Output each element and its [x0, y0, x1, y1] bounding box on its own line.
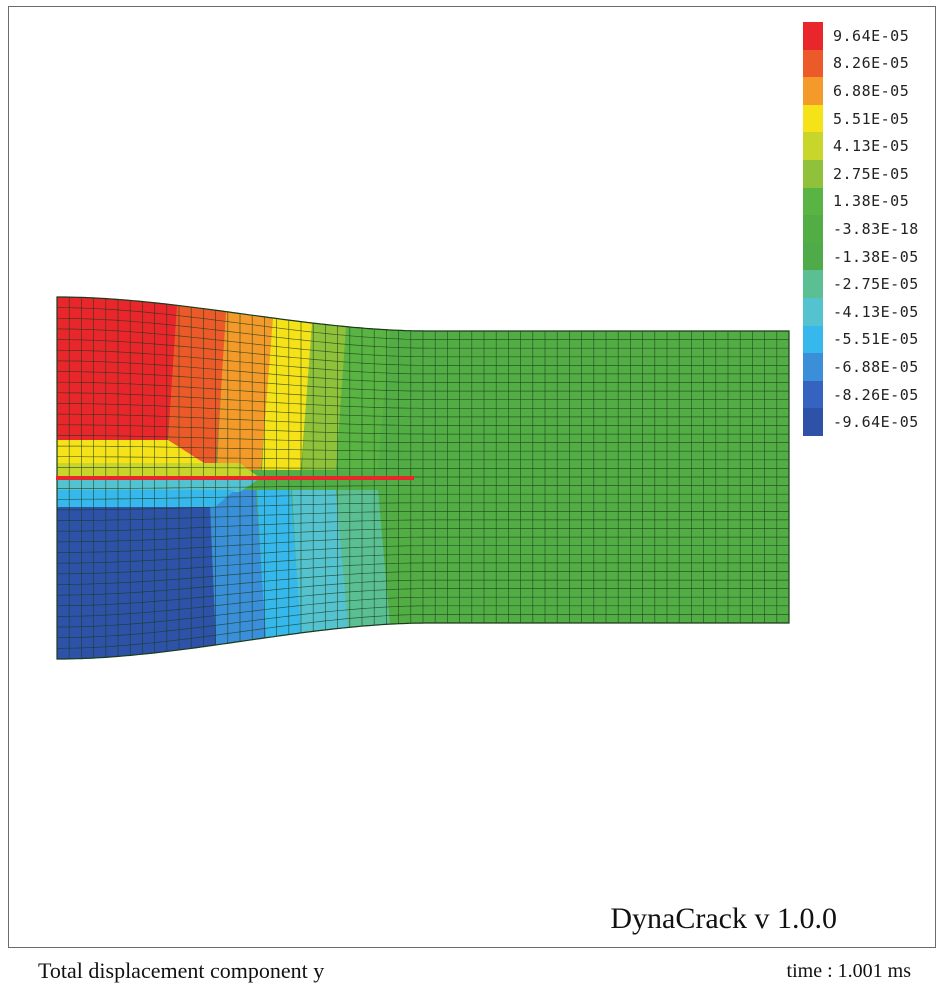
mesh-row-line	[57, 511, 789, 521]
mesh-row-line	[57, 553, 789, 575]
mesh-row-line	[56, 614, 789, 649]
displacement-plot	[56, 296, 790, 660]
legend-entry: 2.75E-05	[803, 159, 919, 188]
legend-label: 5.51E-05	[833, 109, 910, 128]
legend-label: 4.13E-05	[833, 137, 910, 156]
band-neg-4	[207, 490, 266, 646]
mesh-row-line	[57, 403, 789, 418]
legend-swatch	[803, 159, 823, 188]
mesh-row-line	[57, 339, 789, 366]
legend-entry: -3.83E-18	[803, 215, 919, 243]
legend-swatch	[803, 77, 823, 105]
legend-label: -6.88E-05	[833, 357, 919, 376]
mesh-row-line	[57, 456, 789, 461]
mesh-row-line	[57, 424, 789, 435]
legend-swatch	[803, 242, 823, 271]
legend-label: 1.38E-05	[833, 192, 910, 211]
mesh-row-line	[56, 349, 789, 375]
mesh-outline	[56, 296, 790, 660]
mesh-row-line	[57, 371, 789, 392]
legend-swatch	[803, 104, 823, 133]
band-neg-3	[257, 490, 301, 638]
legend-entry: 6.88E-05	[803, 77, 919, 105]
legend-swatch	[803, 22, 823, 50]
band-pos-strip-2	[57, 463, 260, 478]
mesh-row-line	[57, 562, 789, 585]
band-neg-1	[337, 490, 390, 628]
mesh-row-line	[57, 435, 789, 443]
mesh-row-line	[57, 519, 789, 532]
legend-swatch	[803, 380, 823, 409]
mesh-row-line	[57, 392, 789, 409]
legend-entry: 8.26E-05	[803, 49, 919, 78]
mesh-row-line	[57, 545, 789, 564]
mesh-row-line	[57, 493, 789, 500]
legend-entry: -8.26E-05	[803, 380, 919, 409]
legend-entry: 9.64E-05	[803, 22, 919, 50]
mesh-row-line	[57, 360, 789, 383]
legend-entry: 1.38E-05	[803, 187, 919, 216]
band-neg-2	[292, 490, 348, 634]
time-readout: time : 1.001 ms	[786, 960, 911, 982]
legend-swatch	[803, 132, 823, 160]
legend-entry: -2.75E-05	[803, 270, 919, 298]
legend-swatch	[803, 187, 823, 216]
legend-swatch	[803, 215, 823, 243]
legend-swatch	[803, 408, 823, 436]
mesh-row-line	[57, 571, 789, 596]
legend-entry: -1.38E-05	[803, 242, 919, 271]
legend-swatch	[803, 353, 823, 381]
mesh-row-line	[56, 596, 789, 628]
legend-label: -2.75E-05	[833, 275, 919, 294]
legend-label: 6.88E-05	[833, 81, 910, 100]
legend-entry: -5.51E-05	[803, 325, 919, 354]
mesh-row-line	[57, 588, 789, 617]
legend-swatch	[803, 270, 823, 298]
mesh-row-line	[57, 605, 789, 639]
mesh-row-line	[57, 502, 789, 511]
legend-swatch	[803, 297, 823, 326]
legend-label: -4.13E-05	[833, 302, 919, 321]
mesh-grid	[56, 296, 790, 660]
legend-label: -3.83E-18	[833, 219, 919, 238]
legend-label: 2.75E-05	[833, 164, 910, 183]
mesh-row-line	[56, 328, 789, 358]
legend-label: -1.38E-05	[833, 247, 919, 266]
mesh-row-line	[57, 485, 789, 489]
legend-swatch	[803, 49, 823, 78]
legend-label: 9.64E-05	[833, 26, 910, 45]
legend-entry: 5.51E-05	[803, 104, 919, 133]
legend-entry: -6.88E-05	[803, 353, 919, 381]
app-brand: DynaCrack v 1.0.0	[610, 902, 837, 935]
band-neg-strip	[57, 478, 260, 492]
legend-label: -5.51E-05	[833, 330, 919, 349]
mesh-row-line	[57, 381, 789, 401]
legend-entry: -4.13E-05	[803, 297, 919, 326]
mesh-row-line	[56, 579, 789, 607]
legend-label: -9.64E-05	[833, 413, 919, 432]
mesh-row-line	[56, 307, 789, 340]
legend-entry: -9.64E-05	[803, 408, 919, 436]
mesh-row-line	[57, 317, 789, 349]
legend-entry: 4.13E-05	[803, 132, 919, 160]
mesh-row-line	[57, 445, 789, 452]
legend-label: -8.26E-05	[833, 385, 919, 404]
mesh-row-line	[57, 413, 789, 426]
field-caption: Total displacement component y	[38, 958, 325, 983]
mesh-row-line	[57, 467, 789, 469]
legend-swatch	[803, 325, 823, 354]
mesh-row-line	[57, 528, 789, 543]
mesh-row-line	[57, 536, 789, 553]
color-legend: 9.64E-05 8.26E-05 6.88E-05 5.51E-05 4.13E-05…	[803, 22, 919, 436]
legend-label: 8.26E-05	[833, 54, 910, 73]
